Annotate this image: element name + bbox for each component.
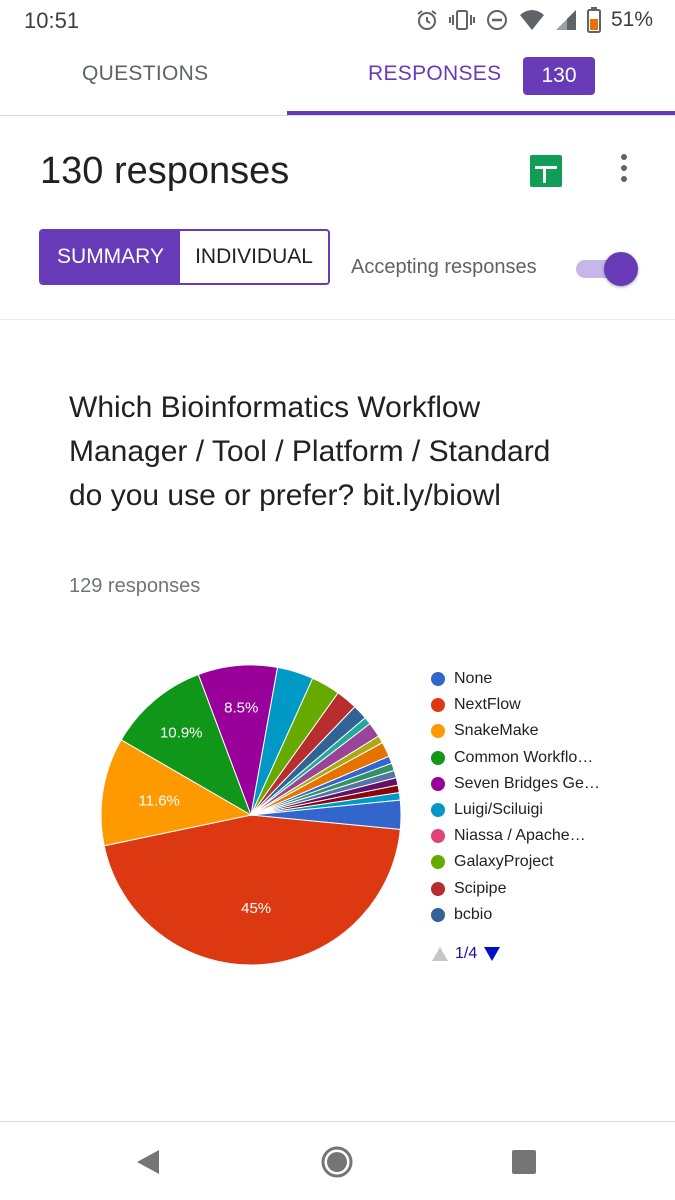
legend-swatch <box>431 724 445 739</box>
tabs: QUESTIONS RESPONSES 130 <box>0 40 675 116</box>
legend-item[interactable]: Luigi/Sciluigi <box>431 797 600 823</box>
question-response-count: 129 responses <box>69 575 201 597</box>
legend-item[interactable]: GalaxyProject <box>431 849 600 875</box>
legend-swatch <box>431 672 445 687</box>
next-page-icon[interactable] <box>483 946 501 962</box>
legend-pager: 1/4 <box>431 945 501 963</box>
toggle-thumb <box>604 252 638 286</box>
chart-legend: None NextFlow SnakeMake Common Workflo… Seve… <box>431 666 600 928</box>
question-title: Which Bioinformatics Workflow Manager / … <box>69 391 551 512</box>
legend-swatch <box>431 907 445 922</box>
navigation-bar <box>0 1121 675 1200</box>
legend-label: Common Workflo… <box>454 748 594 766</box>
legend-swatch <box>431 881 445 896</box>
tab-responses[interactable]: RESPONSES <box>368 62 502 85</box>
legend-item[interactable]: Common Workflo… <box>431 745 600 771</box>
view-switcher: SUMMARY INDIVIDUAL <box>39 229 330 285</box>
pie-slice-label: 11.6% <box>138 792 179 809</box>
pie-slice-label: 45% <box>241 900 271 917</box>
legend-swatch <box>431 776 445 791</box>
recents-icon[interactable] <box>506 1144 542 1180</box>
divider <box>0 319 675 320</box>
back-icon[interactable] <box>131 1144 167 1180</box>
legend-item[interactable]: Niassa / Apache… <box>431 823 600 849</box>
pie-slice[interactable] <box>103 814 401 966</box>
accepting-responses-label: Accepting responses <box>351 256 537 278</box>
pie-slice[interactable] <box>100 739 253 847</box>
pie-slice[interactable] <box>120 673 252 817</box>
legend-label: NextFlow <box>454 696 521 714</box>
legend-item[interactable]: NextFlow <box>431 692 600 718</box>
status-icons: 51% <box>415 6 653 34</box>
legend-label: GalaxyProject <box>454 853 554 871</box>
pie-chart: 45% 11.6% 10.9% 8.5% <box>100 664 402 966</box>
vibrate-icon <box>448 10 475 30</box>
individual-button[interactable]: INDIVIDUAL <box>180 231 328 283</box>
responses-title: 130 responses <box>40 150 290 192</box>
pie-slice-label: 10.9% <box>160 725 203 742</box>
legend-label: Luigi/Sciluigi <box>454 801 543 819</box>
legend-item[interactable]: None <box>431 666 600 692</box>
legend-swatch <box>431 750 445 765</box>
summary-button[interactable]: SUMMARY <box>41 231 180 283</box>
legend-swatch <box>431 829 445 844</box>
accepting-responses-toggle[interactable] <box>576 252 638 286</box>
legend-page-indicator: 1/4 <box>455 945 478 962</box>
signal-icon <box>555 10 576 30</box>
alarm-icon <box>417 10 437 30</box>
more-options-icon[interactable] <box>610 152 638 186</box>
status-time: 10:51 <box>24 8 80 33</box>
home-icon[interactable] <box>319 1144 355 1180</box>
legend-swatch <box>431 855 445 870</box>
legend-label: SnakeMake <box>454 722 539 740</box>
legend-item[interactable]: SnakeMake <box>431 718 600 744</box>
legend-label: bcbio <box>454 905 493 923</box>
legend-label: Niassa / Apache… <box>454 827 586 845</box>
legend-label: Scipipe <box>454 879 507 897</box>
previous-page-icon[interactable] <box>431 946 449 962</box>
status-bar: 10:51 51% <box>0 0 675 40</box>
pie-slice-label: 8.5% <box>224 699 258 716</box>
battery-icon <box>586 7 601 33</box>
responses-count-badge: 130 <box>523 57 595 95</box>
legend-item[interactable]: Scipipe <box>431 876 600 902</box>
battery-percentage: 51% <box>610 8 653 31</box>
legend-item[interactable]: Seven Bridges Ge… <box>431 771 600 797</box>
legend-label: Seven Bridges Ge… <box>454 774 600 792</box>
wifi-icon <box>519 10 544 30</box>
legend-swatch <box>431 803 445 818</box>
active-tab-indicator <box>287 111 675 115</box>
do-not-disturb-icon <box>486 10 507 30</box>
tab-questions[interactable]: QUESTIONS <box>82 62 209 85</box>
pie-slice[interactable] <box>250 799 402 830</box>
sheets-icon[interactable] <box>530 155 562 187</box>
legend-label: None <box>454 670 493 688</box>
legend-item[interactable]: bcbio <box>431 902 600 928</box>
legend-swatch <box>431 698 445 713</box>
